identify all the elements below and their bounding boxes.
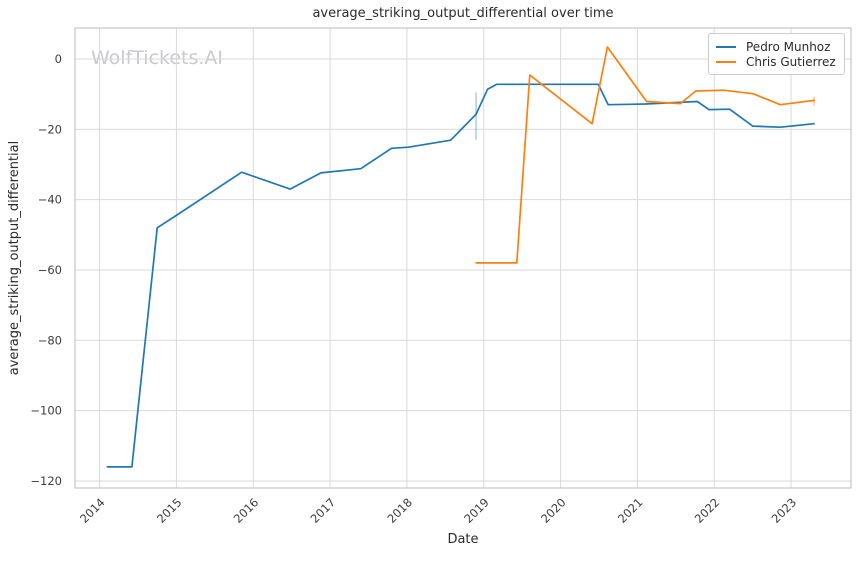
legend-label: Chris Gutierrez bbox=[746, 54, 836, 69]
x-tick-label: 2021 bbox=[615, 495, 646, 526]
legend: Pedro Munhoz Chris Gutierrez bbox=[708, 33, 845, 75]
plot-spines bbox=[74, 27, 852, 489]
y-axis-label: average_striking_output_differential bbox=[7, 140, 22, 376]
x-tick-label: 2023 bbox=[769, 495, 800, 526]
x-tick-label: 2015 bbox=[154, 495, 185, 526]
legend-line-sample-orange bbox=[716, 60, 736, 63]
y-tick-label: −100 bbox=[30, 404, 62, 418]
legend-item-chris-gutierrez: Chris Gutierrez bbox=[716, 54, 836, 69]
legend-item-pedro-munhoz: Pedro Munhoz bbox=[716, 39, 836, 54]
x-tick-label: 2022 bbox=[692, 495, 723, 526]
x-tick-label: 2016 bbox=[231, 495, 262, 526]
y-tick-label: −60 bbox=[38, 263, 62, 277]
y-tick-label: −80 bbox=[38, 333, 62, 347]
x-tick-label: 2020 bbox=[538, 495, 569, 526]
series-line-chris-gutierrez bbox=[475, 46, 815, 264]
x-tick-label: 2018 bbox=[384, 495, 415, 526]
y-tick-label: −120 bbox=[30, 474, 62, 488]
series-line-pedro-munhoz bbox=[106, 83, 815, 468]
x-axis-label: Date bbox=[447, 532, 479, 547]
chart-title: average_striking_output_differential ove… bbox=[312, 6, 614, 21]
watermark: WolfTickets.AI bbox=[91, 47, 224, 69]
y-tick-label: 0 bbox=[55, 52, 62, 66]
y-tick-label: −40 bbox=[38, 193, 62, 207]
y-tick-label: −20 bbox=[38, 122, 62, 136]
legend-label: Pedro Munhoz bbox=[746, 39, 831, 54]
x-tick-label: 2017 bbox=[308, 495, 339, 526]
x-tick-label: 2014 bbox=[77, 495, 108, 526]
x-tick-label: 2019 bbox=[461, 495, 492, 526]
legend-line-sample-blue bbox=[716, 45, 736, 48]
